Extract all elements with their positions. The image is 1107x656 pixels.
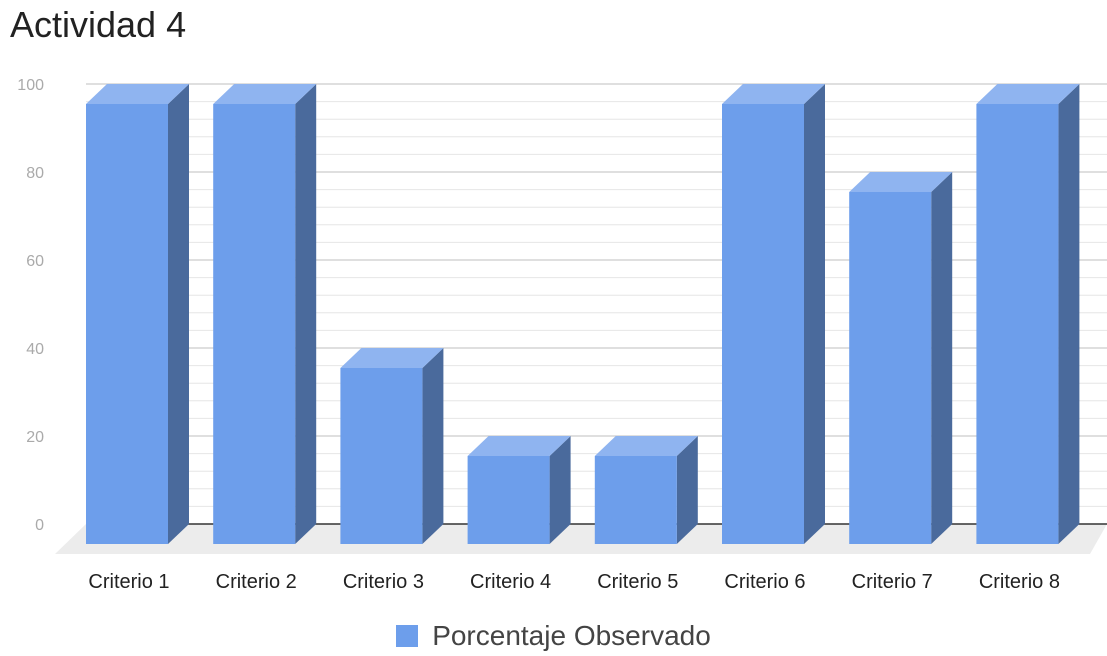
bar-front (340, 368, 423, 544)
bar-front (722, 104, 804, 544)
bar-top (722, 84, 825, 104)
bar-side (295, 84, 317, 544)
x-tick-label: Criterio 8 (979, 571, 1060, 593)
bar-front (976, 104, 1059, 544)
bar-top (213, 84, 317, 104)
bar (594, 436, 698, 544)
bar-top (976, 84, 1080, 104)
y-tick-label: 60 (26, 253, 44, 270)
bar-front (86, 104, 168, 544)
bar-top (849, 172, 953, 192)
x-tick-label: Criterio 6 (724, 571, 805, 593)
x-tick-label: Criterio 4 (470, 571, 551, 593)
y-tick-label: 0 (35, 517, 44, 534)
bar-side (1058, 84, 1080, 544)
y-tick-label: 40 (26, 341, 44, 358)
bar-front (849, 192, 932, 544)
bar-side (168, 84, 189, 544)
chart-title: Actividad 4 (10, 4, 187, 45)
bar-chart: 0 20 40 60 80 100 Criterio 1 Criterio 2 Criterio… (17, 77, 1107, 593)
bar (849, 172, 953, 544)
bar-front (213, 104, 296, 544)
legend: Porcentaje Observado (0, 620, 1107, 652)
bar-side (804, 84, 825, 544)
bar-top (340, 348, 444, 368)
y-tick-label: 100 (17, 77, 44, 94)
floor (55, 524, 1107, 554)
bar-top (594, 436, 698, 456)
bar (340, 348, 444, 544)
bar-side (422, 348, 444, 544)
y-tick-label: 80 (26, 165, 44, 182)
x-tick-label: Criterio 7 (852, 571, 933, 593)
bar (976, 84, 1080, 544)
bar-top (467, 436, 571, 456)
bar-top (86, 84, 189, 104)
x-tick-label: Criterio 3 (343, 571, 424, 593)
bar-side (549, 436, 571, 544)
x-tick-label: Criterio 2 (216, 571, 297, 593)
bar (86, 84, 189, 544)
bar-front (594, 456, 677, 544)
legend-swatch (396, 625, 419, 647)
x-tick-label: Criterio 5 (597, 571, 678, 593)
y-tick-label: 20 (26, 429, 44, 446)
bar (722, 84, 825, 544)
legend-label: Porcentaje Observado (432, 620, 711, 651)
bar-side (931, 172, 953, 544)
bar (213, 84, 317, 544)
bar-front (467, 456, 550, 544)
bar (467, 436, 571, 544)
x-tick-label: Criterio 1 (88, 571, 169, 593)
bar-side (676, 436, 698, 544)
